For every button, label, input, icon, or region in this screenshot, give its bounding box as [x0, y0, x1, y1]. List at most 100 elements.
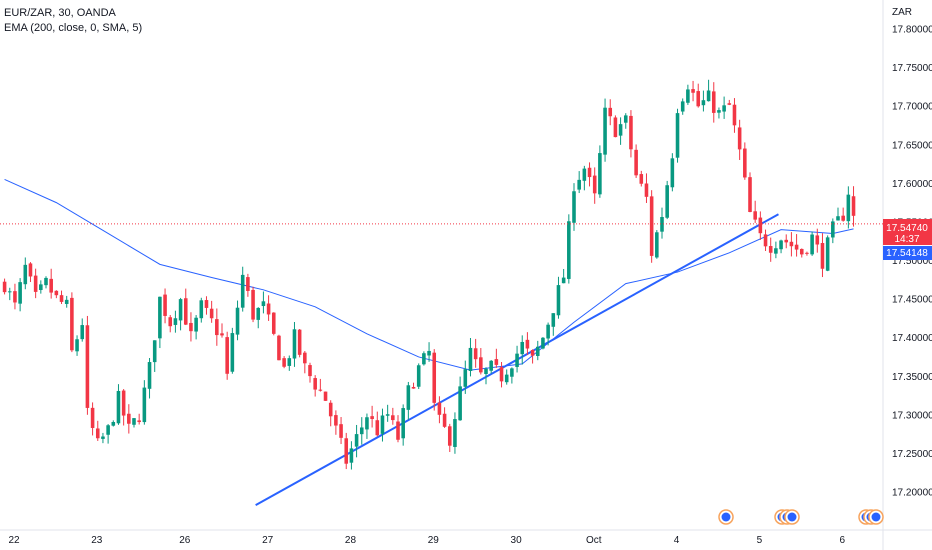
- candle: [634, 144, 638, 178]
- candle: [287, 355, 292, 371]
- candle: [691, 80, 695, 102]
- candle: [147, 358, 152, 399]
- candle: [230, 327, 235, 374]
- candle: [33, 268, 38, 299]
- candle: [825, 235, 830, 272]
- candle: [706, 79, 711, 102]
- candle: [515, 345, 519, 373]
- candle: [28, 262, 33, 283]
- time-tick-label: 26: [179, 535, 191, 546]
- candle: [339, 417, 343, 445]
- time-tick-label: 22: [8, 535, 20, 546]
- price-tick-label: 17.25000: [892, 449, 932, 460]
- candle: [789, 232, 794, 257]
- event-marker[interactable]: [718, 509, 734, 525]
- candle: [572, 183, 576, 231]
- time-tick-label: 5: [757, 535, 763, 546]
- candle: [489, 359, 493, 374]
- price-tick-label: 17.40000: [892, 333, 932, 344]
- candle: [613, 115, 618, 138]
- candle: [535, 340, 540, 361]
- candle: [194, 315, 198, 340]
- candle: [732, 98, 737, 133]
- candle: [385, 404, 390, 422]
- candle: [256, 307, 261, 329]
- candle: [608, 99, 613, 126]
- time-tick-label: 27: [262, 535, 274, 546]
- candle: [116, 384, 121, 425]
- price-tick-label: 17.30000: [892, 410, 932, 421]
- candle: [799, 248, 804, 258]
- symbol-title[interactable]: EUR/ZAR, 30, OANDA: [4, 7, 116, 19]
- candle: [660, 207, 664, 239]
- candle: [577, 171, 581, 194]
- ema-price-value: 17.54148: [886, 248, 928, 259]
- candle: [463, 360, 468, 394]
- candle: [727, 99, 732, 106]
- event-markers[interactable]: [718, 509, 884, 525]
- candle: [479, 348, 483, 375]
- candle: [717, 107, 721, 119]
- candle: [649, 190, 654, 263]
- candle: [411, 382, 416, 389]
- candle: [768, 237, 773, 262]
- candle: [737, 119, 742, 160]
- candle: [665, 180, 669, 220]
- candle: [494, 348, 499, 368]
- candle: [59, 290, 64, 304]
- currency-label: ZAR: [892, 7, 912, 18]
- time-axis[interactable]: 22 23 26 27 28 29 30 Oct 4 5 6: [8, 535, 845, 546]
- event-marker[interactable]: [784, 509, 800, 525]
- candle: [137, 413, 141, 425]
- candle: [422, 351, 426, 366]
- indicator-label[interactable]: EMA (200, close, 0, SMA, 5): [4, 22, 143, 34]
- candle: [90, 402, 95, 436]
- candle: [556, 276, 561, 319]
- candle: [328, 400, 333, 427]
- candle: [846, 186, 851, 229]
- candle: [127, 404, 131, 434]
- candle: [458, 376, 462, 421]
- candle: [427, 342, 431, 362]
- time-tick-label: 6: [839, 535, 845, 546]
- ema-line: [4, 179, 854, 371]
- candle: [851, 186, 856, 227]
- candle: [546, 322, 550, 346]
- candle: [416, 363, 421, 390]
- price-tick-label: 17.75000: [892, 63, 932, 74]
- candle: [520, 335, 525, 365]
- candle: [437, 396, 442, 424]
- candle: [365, 413, 369, 439]
- candle: [623, 113, 628, 129]
- candle: [225, 331, 229, 380]
- candle: [680, 98, 685, 115]
- candle: [696, 83, 701, 108]
- candle: [442, 407, 447, 428]
- candle: [215, 308, 219, 346]
- candle: [603, 98, 607, 162]
- ema-path: [4, 179, 854, 371]
- candle: [209, 300, 214, 323]
- candle: [2, 278, 7, 295]
- candle: [784, 234, 789, 249]
- candle: [163, 288, 167, 324]
- candle: [432, 349, 437, 411]
- event-marker[interactable]: [868, 509, 884, 525]
- candle: [831, 218, 835, 244]
- candle: [318, 378, 323, 392]
- candle: [70, 292, 74, 353]
- candle: [173, 310, 178, 333]
- candle: [13, 283, 17, 310]
- candle: [349, 441, 354, 470]
- candle: [748, 172, 752, 213]
- candle: [85, 315, 90, 415]
- candle: [779, 239, 783, 254]
- candle: [106, 424, 110, 444]
- candle: [453, 412, 457, 454]
- chart-legend: EUR/ZAR, 30, OANDA EMA (200, close, 0, S…: [4, 6, 142, 36]
- candle: [655, 230, 659, 259]
- candle: [158, 296, 162, 349]
- price-tick-label: 17.50000: [892, 256, 932, 267]
- candle: [142, 380, 147, 425]
